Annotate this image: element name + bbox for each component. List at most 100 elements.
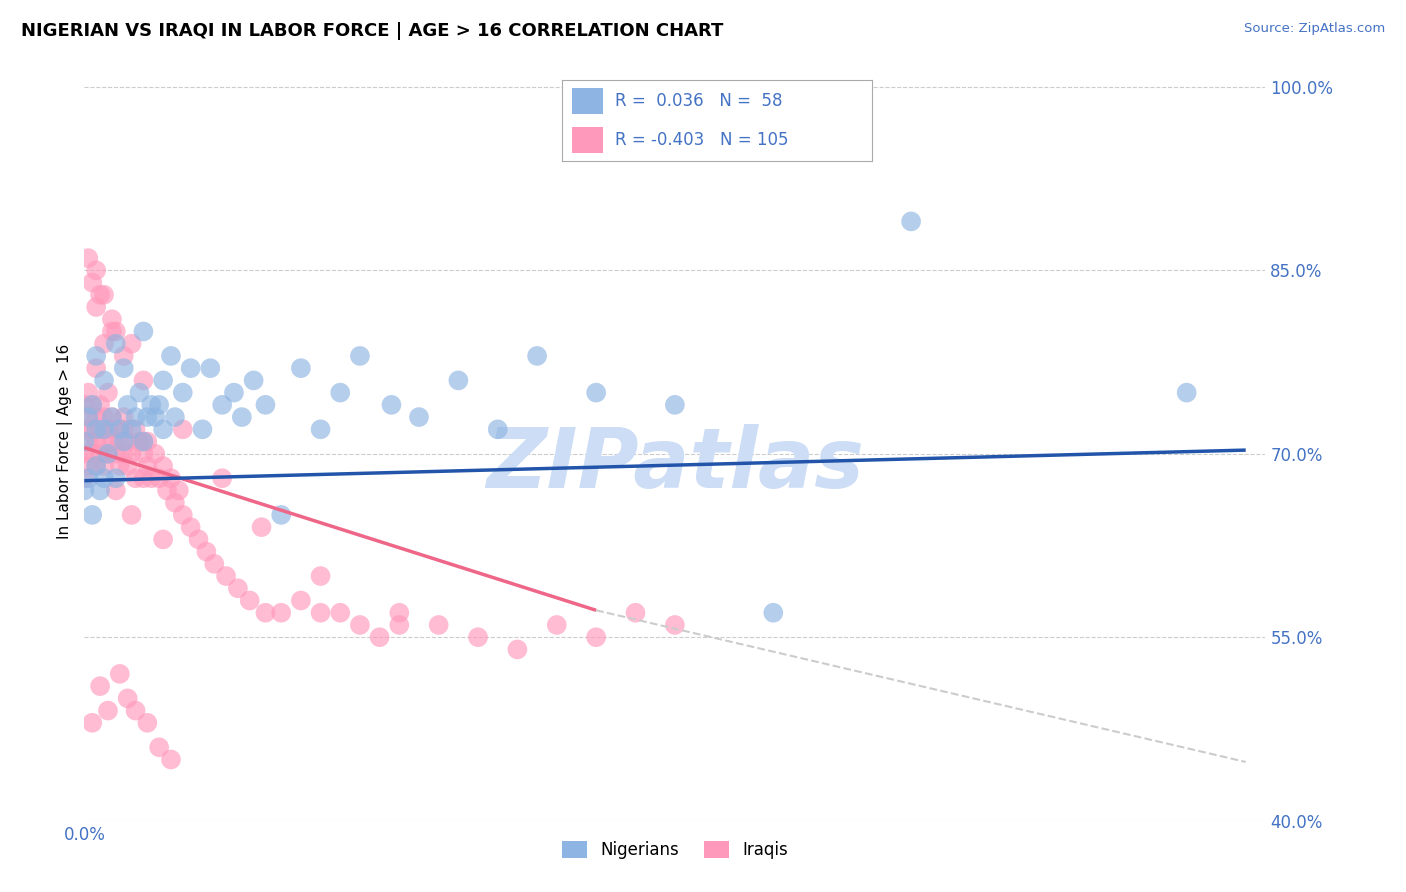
Point — [121, 447, 143, 461]
Point — [132, 471, 155, 485]
Point — [180, 361, 202, 376]
Point — [97, 422, 120, 436]
Point — [172, 422, 194, 436]
Point — [104, 336, 127, 351]
Point — [82, 447, 104, 461]
Point — [112, 422, 135, 436]
Point — [84, 361, 107, 376]
Point — [141, 471, 163, 485]
Point — [270, 606, 292, 620]
Point — [546, 618, 568, 632]
Point — [97, 447, 120, 461]
Point — [172, 385, 194, 400]
Point — [117, 434, 139, 449]
Point — [163, 496, 186, 510]
Point — [239, 593, 262, 607]
Point — [136, 434, 159, 449]
Point — [73, 422, 96, 436]
Point — [104, 422, 127, 436]
Point — [128, 385, 150, 400]
Point — [664, 618, 686, 632]
Point — [101, 312, 124, 326]
Point — [408, 410, 430, 425]
Point — [84, 300, 107, 314]
Point — [84, 434, 107, 449]
Point — [160, 752, 183, 766]
Point — [112, 361, 135, 376]
Point — [77, 385, 100, 400]
Point — [117, 691, 139, 706]
Point — [152, 533, 174, 547]
Point — [180, 520, 202, 534]
Point — [112, 410, 135, 425]
Point — [117, 458, 139, 473]
Point — [93, 410, 115, 425]
Point — [202, 557, 225, 571]
Point — [329, 606, 352, 620]
Point — [104, 325, 127, 339]
Point — [77, 410, 100, 425]
Point — [84, 458, 107, 473]
Point — [290, 593, 312, 607]
Legend: Nigerians, Iraqis: Nigerians, Iraqis — [555, 834, 794, 865]
Point — [112, 447, 135, 461]
Point — [108, 458, 131, 473]
Point — [93, 422, 115, 436]
Point — [73, 471, 96, 485]
Point — [89, 447, 111, 461]
Point — [93, 434, 115, 449]
Point — [152, 373, 174, 387]
Point — [82, 398, 104, 412]
Point — [93, 373, 115, 387]
Point — [1175, 385, 1198, 400]
Point — [93, 336, 115, 351]
Point — [124, 471, 146, 485]
Point — [148, 398, 170, 412]
Point — [132, 325, 155, 339]
Point — [89, 483, 111, 498]
Point — [104, 447, 127, 461]
Point — [84, 422, 107, 436]
Point — [664, 398, 686, 412]
Point — [309, 422, 332, 436]
Point — [141, 398, 163, 412]
Point — [309, 606, 332, 620]
Point — [97, 385, 120, 400]
Point — [101, 325, 124, 339]
Point — [388, 606, 411, 620]
Point — [132, 447, 155, 461]
Point — [112, 349, 135, 363]
Point — [77, 410, 100, 425]
Point — [101, 434, 124, 449]
Point — [121, 336, 143, 351]
Point — [349, 618, 371, 632]
Point — [124, 422, 146, 436]
Point — [254, 398, 277, 412]
Point — [467, 630, 489, 644]
Point — [93, 458, 115, 473]
Point — [132, 434, 155, 449]
Point — [152, 458, 174, 473]
Point — [380, 398, 402, 412]
Point — [89, 679, 111, 693]
Point — [148, 471, 170, 485]
Point — [73, 447, 96, 461]
Bar — [572, 127, 603, 153]
Point — [200, 361, 222, 376]
Point — [329, 385, 352, 400]
Bar — [572, 88, 603, 114]
Text: R = -0.403   N = 105: R = -0.403 N = 105 — [614, 131, 789, 149]
Point — [84, 263, 107, 277]
Point — [84, 410, 107, 425]
Point — [132, 434, 155, 449]
Point — [93, 287, 115, 301]
Point — [89, 422, 111, 436]
Point — [128, 434, 150, 449]
Point — [215, 569, 238, 583]
Point — [762, 606, 785, 620]
Point — [231, 410, 253, 425]
Point — [211, 398, 233, 412]
Point — [211, 471, 233, 485]
Point — [167, 483, 190, 498]
Text: ZIPatlas: ZIPatlas — [486, 424, 863, 505]
